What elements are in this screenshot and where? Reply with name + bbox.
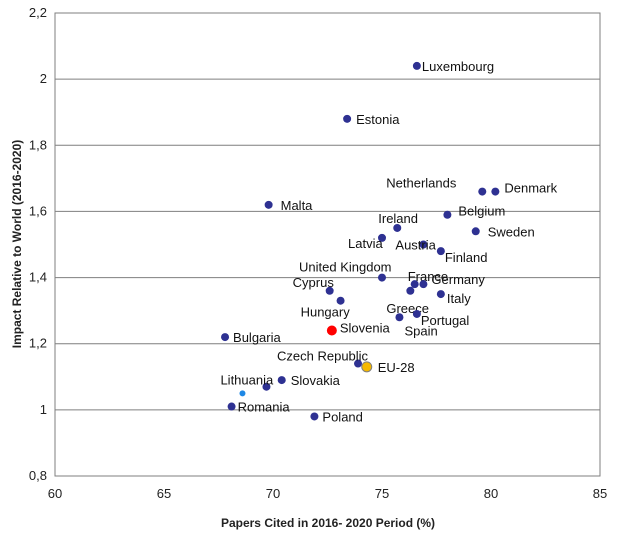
label-denmark: Denmark: [504, 181, 557, 196]
point-finland: [436, 247, 445, 256]
label-ireland: Ireland: [378, 211, 418, 226]
point-united-kingdom: [378, 273, 386, 282]
y-tick-label: 1,8: [29, 137, 47, 152]
point-bulgaria: [221, 333, 230, 342]
label-slovenia: Slovenia: [340, 320, 391, 335]
point-luxembourg: [412, 61, 421, 70]
point-portugal: [412, 309, 421, 318]
point-austria: [419, 240, 428, 249]
label-spain: Spain: [404, 323, 437, 338]
x-tick-label: 60: [48, 486, 62, 501]
point-unlabeled: [239, 390, 246, 397]
label-hungary: Hungary: [301, 305, 351, 320]
label-luxembourg: Luxembourg: [422, 59, 494, 74]
point-hungary: [336, 296, 345, 305]
label-austria: Austria: [395, 238, 436, 253]
y-tick-label: 1: [40, 402, 47, 417]
y-tick-label: 2: [40, 71, 47, 86]
y-tick-label: 1,6: [29, 203, 47, 218]
gridlines: [55, 12, 600, 477]
point-latvia: [378, 233, 386, 242]
point-italy: [436, 290, 445, 299]
point-malta: [264, 200, 273, 209]
point-netherlands: [478, 187, 487, 196]
label-bulgaria: Bulgaria: [233, 330, 281, 345]
label-italy: Italy: [447, 291, 471, 306]
y-axis-ticks: 0,8 1 1,2 1,4 1,6 1,8 2 2,2: [29, 5, 47, 483]
plot-area-border: [54, 12, 601, 477]
label-germany: Germany: [431, 272, 485, 287]
x-tick-label: 85: [593, 486, 607, 501]
point-czech-republic: [354, 359, 363, 368]
label-united-kingdom: United Kingdom: [299, 260, 392, 275]
label-belgium: Belgium: [458, 204, 505, 219]
label-romania: Romania: [238, 400, 291, 415]
x-tick-label: 65: [157, 486, 171, 501]
point-germany: [419, 280, 428, 289]
y-axis-title: Impact Relative to World (2016-2020): [10, 140, 24, 349]
x-tick-label: 80: [484, 486, 498, 501]
label-eu-28: EU-28: [378, 360, 415, 375]
point-sweden: [471, 227, 480, 236]
label-cyprus: Cyprus: [293, 275, 335, 290]
y-tick-label: 1,2: [29, 336, 47, 351]
point-lithuania: [262, 382, 271, 391]
point-belgium: [443, 210, 452, 219]
x-axis-title: Papers Cited in 2016- 2020 Period (%): [221, 516, 435, 530]
point-denmark: [491, 187, 500, 196]
x-axis-ticks: 60 65 70 75 80 85: [48, 486, 607, 501]
point-slovakia: [277, 376, 286, 385]
label-lithuania: Lithuania: [220, 373, 274, 388]
point-france: [410, 280, 419, 289]
point-slovenia: [326, 325, 337, 336]
point-ireland: [393, 223, 402, 232]
label-czech-republic: Czech Republic: [277, 349, 369, 364]
label-poland: Poland: [322, 409, 362, 424]
point-romania: [227, 402, 236, 411]
label-portugal: Portugal: [421, 313, 470, 328]
label-latvia: Latvia: [348, 236, 383, 251]
point-eu-28: [361, 361, 373, 373]
point-cyprus: [325, 286, 334, 295]
label-france: France: [408, 269, 448, 284]
x-tick-label: 70: [266, 486, 280, 501]
point-spain: [395, 313, 404, 322]
y-tick-label: 1,4: [29, 270, 47, 285]
label-sweden: Sweden: [488, 224, 535, 239]
point-poland: [310, 412, 319, 421]
label-finland: Finland: [445, 250, 488, 265]
point-estonia: [343, 114, 352, 123]
label-estonia: Estonia: [356, 112, 400, 127]
label-malta: Malta: [281, 198, 314, 213]
label-netherlands: Netherlands: [386, 176, 457, 191]
x-tick-label: 75: [375, 486, 389, 501]
point-greece: [406, 286, 415, 295]
label-slovakia: Slovakia: [291, 373, 341, 388]
data-points: Luxembourg Estonia Netherlands Denmark Malta…: [220, 59, 557, 425]
y-tick-label: 0,8: [29, 468, 47, 483]
y-tick-label: 2,2: [29, 5, 47, 20]
